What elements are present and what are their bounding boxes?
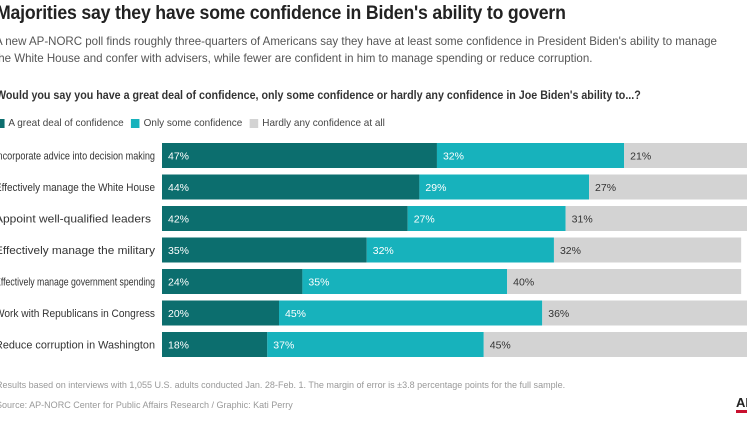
bar-segment-only-some (436, 143, 625, 168)
category-label: Reduce corruption in Washington (0, 340, 155, 352)
legend-swatch-only-some (131, 118, 140, 128)
legend-label-great-deal: A great deal of confidence (8, 117, 124, 129)
data-label-hardly-any: 21% (630, 151, 651, 163)
data-label-great-deal: 24% (168, 277, 189, 289)
bar-segment-hardly-any (483, 332, 747, 357)
category-label: Incorporate advice into decision making (0, 151, 155, 163)
ap-logo-underline (736, 410, 747, 413)
bar-segment-hardly-any (624, 143, 747, 168)
bar-segment-great-deal (162, 143, 437, 168)
data-label-great-deal: 20% (168, 308, 189, 320)
bar-segment-only-some (407, 206, 566, 231)
bar-segment-only-some (267, 332, 484, 357)
bar-segment-great-deal (162, 300, 279, 326)
bar-segment-only-some (302, 269, 508, 294)
bar-segment-hardly-any (542, 300, 747, 326)
stacked-bar-chart: Incorporate advice into decision making 4… (0, 143, 747, 357)
data-label-only-some: 45% (285, 308, 306, 320)
data-label-great-deal: 18% (168, 340, 189, 352)
survey-question: Would you say you have a great deal of c… (0, 90, 641, 102)
legend-label-hardly-any: Hardly any confidence at all (262, 117, 385, 129)
data-label-only-some: 37% (273, 340, 294, 352)
bar-segment-great-deal (162, 206, 408, 231)
data-label-hardly-any: 36% (548, 308, 569, 320)
category-label: Appoint well-qualified leaders (0, 214, 152, 226)
ap-logo: AP (736, 395, 747, 410)
bar-segment-great-deal (162, 269, 303, 294)
footnote: Results based on interviews with 1,055 U… (0, 380, 566, 391)
data-label-hardly-any: 27% (595, 182, 616, 194)
bar-segment-great-deal (162, 237, 367, 263)
legend-swatch-hardly-any (249, 118, 259, 128)
chart-subtitle: A new AP-NORC poll finds roughly three-q… (0, 34, 717, 65)
data-label-hardly-any: 32% (560, 245, 581, 257)
data-label-great-deal: 35% (168, 245, 189, 257)
bar-segment-great-deal (162, 332, 268, 357)
bar-row-appoint-well-qualified-leaders: Appoint well-qualified leaders 42% 27% 31% (0, 206, 747, 231)
bar-segment-hardly-any (565, 206, 747, 231)
legend-swatch-great-deal (0, 118, 5, 128)
bar-row-effectively-manage-government-spending: Effectively manage government spending 24… (0, 269, 742, 294)
data-label-only-some: 35% (308, 277, 329, 289)
bar-row-incorporate-advice-into-decision-making: Incorporate advice into decision making 4… (0, 143, 747, 168)
category-label: Effectively manage government spending (0, 277, 155, 289)
category-label: Effectively manage the White House (0, 182, 155, 194)
category-label: Work with Republicans in Congress (0, 308, 155, 320)
bar-segment-only-some (279, 300, 543, 326)
bar-row-effectively-manage-the-military: Effectively manage the military 35% 32% 32% (0, 237, 742, 263)
data-label-only-some: 32% (443, 151, 464, 163)
bar-row-reduce-corruption-in-washington: Reduce corruption in Washington 18% 37% 45% (0, 332, 747, 357)
data-label-great-deal: 44% (168, 182, 189, 194)
data-label-hardly-any: 40% (513, 277, 534, 289)
data-label-only-some: 29% (425, 182, 446, 194)
legend-item-only-some: Only some confidence (131, 117, 242, 129)
data-label-great-deal: 42% (168, 214, 189, 226)
bar-segment-great-deal (162, 174, 420, 200)
bar-segment-hardly-any (507, 269, 742, 294)
chart-title: Majorities say they have some confidence… (0, 3, 566, 24)
bar-segment-only-some (419, 174, 590, 200)
legend-item-hardly-any: Hardly any confidence at all (249, 117, 385, 129)
legend-label-only-some: Only some confidence (143, 117, 243, 129)
source-credit: Source: AP-NORC Center for Public Affair… (0, 400, 293, 411)
bar-row-effectively-manage-the-white-house: Effectively manage the White House 44% 29%… (0, 174, 747, 200)
legend: A great deal of confidence Only some con… (0, 117, 392, 129)
bar-segment-hardly-any (589, 174, 747, 200)
bar-segment-only-some (366, 237, 554, 263)
bar-row-work-with-republicans-in-congress: Work with Republicans in Congress 20% 45% 3… (0, 300, 747, 326)
data-label-only-some: 32% (373, 245, 394, 257)
data-label-only-some: 27% (414, 214, 435, 226)
data-label-great-deal: 47% (168, 151, 189, 163)
data-label-hardly-any: 45% (490, 340, 511, 352)
category-label: Effectively manage the military (0, 245, 156, 257)
legend-item-great-deal: A great deal of confidence (0, 117, 124, 129)
bar-segment-hardly-any (553, 237, 742, 263)
data-label-hardly-any: 31% (572, 214, 593, 226)
